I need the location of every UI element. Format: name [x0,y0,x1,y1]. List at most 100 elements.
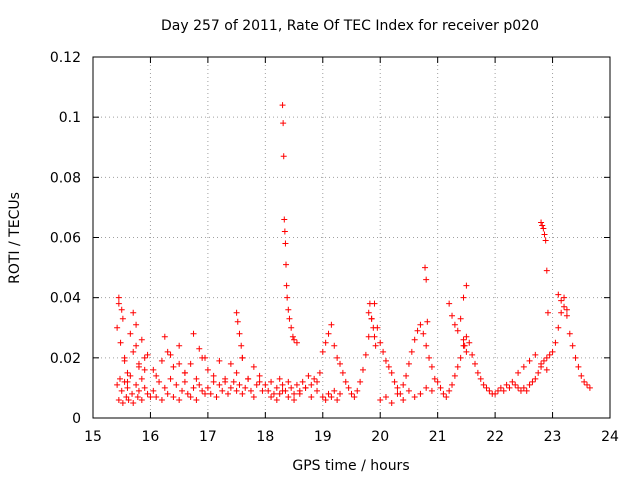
data-point [454,363,461,370]
data-point [423,342,430,349]
y-tick-label: 0.04 [50,291,81,307]
data-point [158,396,165,403]
data-point [451,321,458,328]
data-point [371,333,378,340]
data-point [230,378,237,385]
data-point [463,333,470,340]
data-point [351,393,358,400]
plot-frame [92,56,611,419]
data-point [279,381,286,388]
data-point [202,354,209,361]
data-point [542,237,549,244]
data-point [541,231,548,238]
data-point [532,375,539,382]
data-point [262,381,269,388]
data-point [394,390,401,397]
data-point [138,336,145,343]
data-point [167,351,174,358]
data-point [193,396,200,403]
data-point [127,372,134,379]
data-point [285,306,292,313]
data-point [331,387,338,394]
data-point [483,384,490,391]
data-point [293,339,300,346]
data-point [253,381,260,388]
data-point [210,372,217,379]
x-tick-label: 21 [429,429,447,445]
data-point [124,378,131,385]
data-point [130,399,137,406]
data-point [276,390,283,397]
data-point [365,333,372,340]
data-point [584,381,591,388]
data-point [334,396,341,403]
data-point [133,342,140,349]
data-point [236,381,243,388]
data-point [213,393,220,400]
data-point [115,300,122,307]
y-axis-label: ROTI / TECUs [7,192,23,284]
data-point [124,384,131,391]
data-point [382,357,389,364]
data-point [449,312,456,319]
data-point [270,390,277,397]
data-point [302,384,309,391]
data-point [273,396,280,403]
data-point [202,390,209,397]
data-point [549,348,556,355]
data-point [337,390,344,397]
data-point [115,396,122,403]
data-point [141,384,148,391]
data-point [563,312,570,319]
data-point [457,315,464,322]
data-point [400,396,407,403]
data-point [170,393,177,400]
data-point [280,120,287,127]
data-point [283,282,290,289]
data-point [245,375,252,382]
data-point [250,393,257,400]
data-point [500,387,507,394]
data-point [543,354,550,361]
data-point [289,333,296,340]
data-point [357,378,364,385]
data-point [134,393,141,400]
data-point [285,378,292,385]
data-point [454,327,461,334]
data-point [144,390,151,397]
data-point [129,390,136,397]
data-point [359,366,366,373]
data-point [233,387,240,394]
y-tick-label: 0 [72,411,81,427]
data-point [540,357,547,364]
data-point [546,351,553,358]
data-point [196,381,203,388]
data-point [190,330,197,337]
y-tick-label: 0.12 [50,50,81,66]
data-point [121,357,128,364]
data-point [164,348,171,355]
y-tick-label: 0.06 [50,231,81,247]
data-point [440,390,447,397]
data-point [119,315,126,322]
data-point [239,354,246,361]
data-point [291,390,298,397]
data-point [474,369,481,376]
data-point [224,390,231,397]
data-point [405,387,412,394]
data-point [405,360,412,367]
data-point [133,321,140,328]
data-point [144,351,151,358]
chart-title: Day 257 of 2011, Rate Of TEC Index for r… [161,18,539,34]
data-point [204,384,211,391]
data-point [563,306,570,313]
data-point [423,276,430,283]
data-point [434,378,441,385]
data-point [328,393,335,400]
data-point [365,309,372,316]
data-point [492,390,499,397]
data-point [256,378,263,385]
data-point [449,381,456,388]
data-point [187,393,194,400]
data-point [506,384,513,391]
